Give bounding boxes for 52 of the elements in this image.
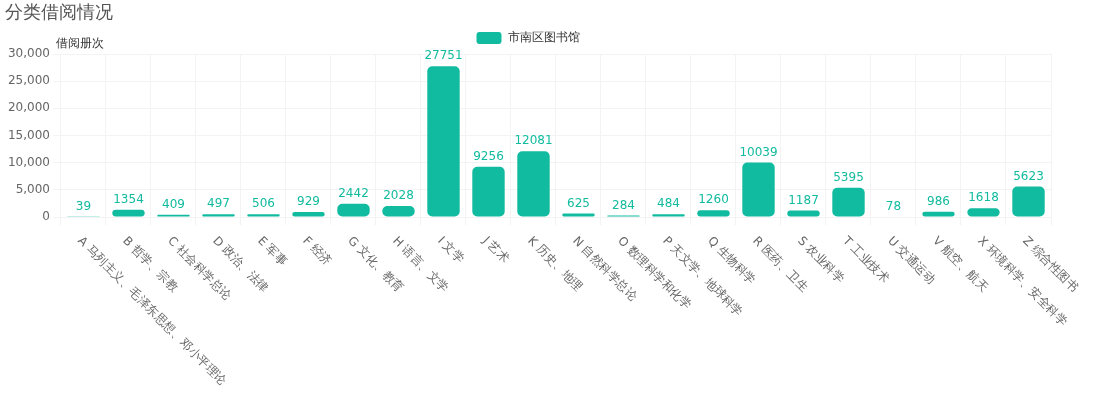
data-label: 506 [252, 196, 275, 211]
data-label: 986 [927, 193, 950, 208]
bar [247, 214, 280, 217]
y-tick-label: 10,000 [7, 154, 50, 169]
bar [292, 211, 325, 217]
bar [427, 66, 460, 217]
data-label: 27751 [424, 48, 463, 63]
data-label: 39 [75, 198, 92, 213]
bar [922, 211, 955, 217]
y-tick-label: 20,000 [7, 100, 50, 115]
data-label: 1618 [968, 190, 999, 205]
data-label: 5395 [833, 169, 864, 184]
bar [1012, 186, 1045, 217]
y-tick-label: 5,000 [15, 181, 50, 196]
bar [742, 162, 775, 217]
data-label: 78 [885, 198, 902, 213]
data-label: 1354 [113, 191, 144, 206]
data-label: 12081 [514, 133, 553, 148]
bar [517, 151, 550, 217]
x-tick-label: I 文学 [435, 233, 468, 266]
bar [202, 214, 235, 217]
y-axis-title: 借阅册次 [56, 36, 104, 51]
y-tick-label: 25,000 [7, 73, 50, 88]
data-label: 5623 [1013, 168, 1044, 183]
bar [112, 209, 145, 217]
data-label: 9256 [473, 148, 504, 163]
y-tick-label: 15,000 [7, 127, 50, 142]
x-tick-label: E 军事 [255, 233, 291, 269]
data-label: 625 [567, 195, 590, 210]
data-label: 929 [297, 194, 320, 209]
x-tick-label: J 艺术 [479, 232, 513, 266]
bar [697, 210, 730, 217]
bar [472, 166, 505, 217]
data-label: 284 [612, 197, 635, 212]
data-label: 10039 [739, 144, 778, 159]
y-tick-label: 0 [42, 209, 50, 224]
bar [337, 203, 370, 217]
legend-label: 市南区图书馆 [507, 30, 580, 45]
data-label: 484 [657, 196, 680, 211]
x-tick-label: F 经济 [300, 233, 335, 268]
data-label: 497 [207, 196, 230, 211]
data-label: 2028 [383, 188, 414, 203]
bar [832, 187, 865, 217]
data-label: 1187 [788, 192, 819, 207]
bar [652, 214, 685, 217]
bar [562, 213, 595, 217]
data-label: 1260 [698, 192, 729, 207]
chart-title: 分类借阅情况 [5, 0, 113, 22]
y-tick-label: 30,000 [7, 46, 50, 61]
data-label: 2442 [338, 185, 369, 200]
data-label: 409 [162, 196, 185, 211]
bar [787, 210, 820, 217]
